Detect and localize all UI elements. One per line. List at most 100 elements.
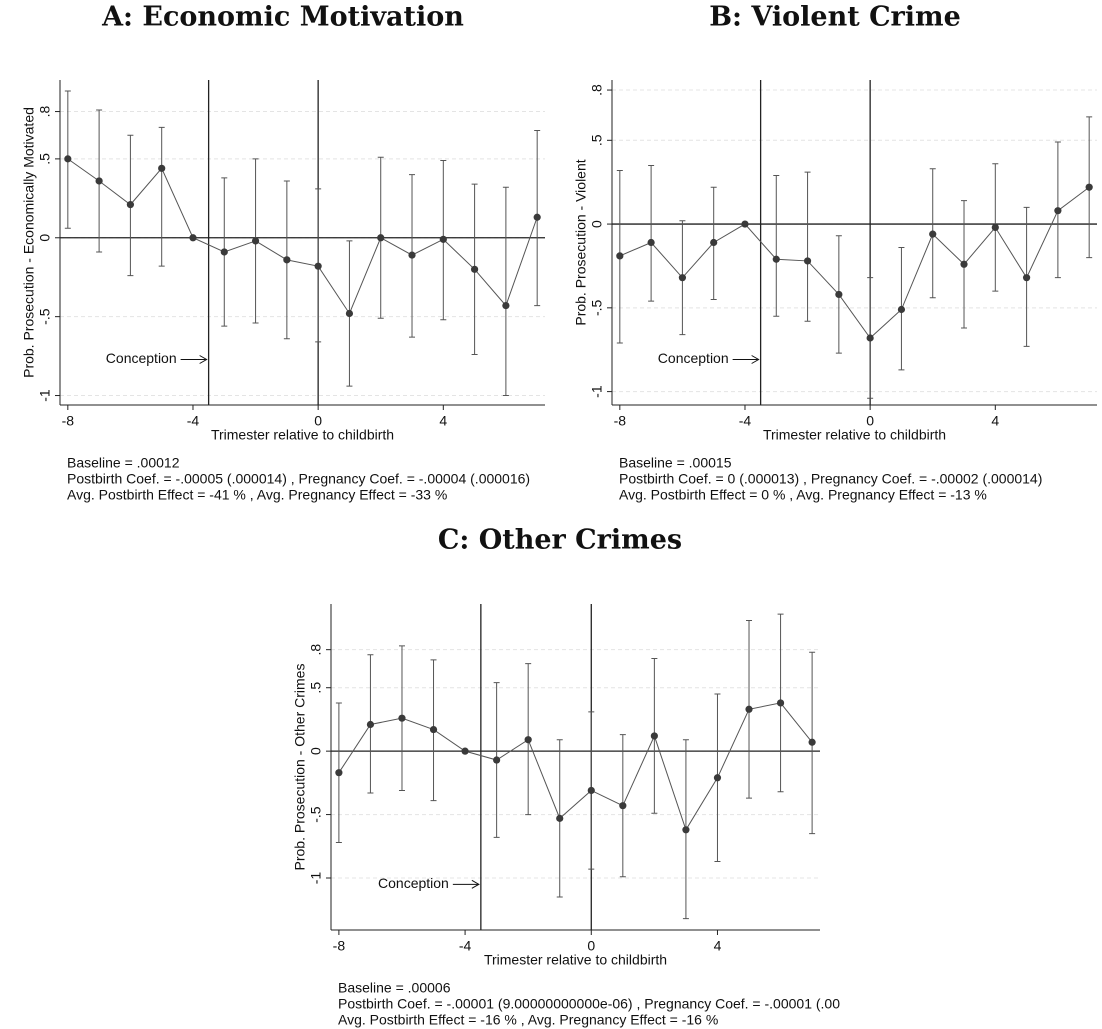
point [470,265,479,273]
point [377,234,385,242]
point [619,802,627,810]
annotation-arrowhead [471,879,480,889]
point [745,705,753,713]
point [126,201,135,209]
note: Postbirth Coef. = -.00005 (.000014) , Pr… [67,471,530,487]
x-tick-label: -4 [459,938,472,954]
point [502,302,510,310]
x-axis-label: Trimester relative to childbirth [763,427,946,443]
y-tick-label: -1 [589,385,605,398]
point [776,699,785,707]
point [493,756,501,764]
error-bar [502,186,509,397]
point [678,274,687,282]
y-tick-label: -1 [37,389,53,402]
point [710,238,718,247]
y-tick-label: .8 [589,84,605,96]
x-tick-label: -8 [614,413,627,429]
y-tick-label: .5 [308,682,324,694]
point [398,714,406,722]
x-tick-label: -8 [62,413,75,429]
y-tick-label: .8 [37,106,53,118]
annotation-arrowhead [199,355,208,364]
note: Postbirth Coef. = -.00001 (9.00000000000… [338,996,840,1012]
note: Avg. Postbirth Effect = -16 % , Avg. Pre… [338,1012,718,1028]
error-bar [804,171,811,322]
note: Baseline = .00015 [619,455,732,471]
point [1022,274,1031,282]
point [991,223,999,232]
point [682,826,690,834]
point [556,814,564,822]
point [803,257,812,265]
error-bar [158,126,165,267]
point [429,725,438,734]
y-tick-label: -.5 [589,299,605,316]
x-tick-label: 4 [439,413,447,429]
x-tick-label: 4 [714,938,722,954]
annotation: Conception [106,350,177,366]
point [345,309,354,318]
note: Avg. Postbirth Effect = 0 % , Avg. Pregn… [619,487,987,503]
x-tick-label: 0 [314,413,322,429]
series-line [67,158,538,315]
point [314,262,322,270]
point [95,177,103,185]
point [251,237,260,245]
point [64,155,72,163]
x-tick-label: 0 [587,938,595,954]
y-axis-label: Prob. Prosecution - Violent [573,159,589,325]
annotation-arrowhead [751,355,760,364]
point [897,305,906,314]
x-axis-label: Trimester relative to childbirth [484,952,667,968]
note: Postbirth Coef. = 0 (.000013) , Pregnanc… [619,471,1042,487]
x-axis-label: Trimester relative to childbirth [211,427,394,443]
x-tick-label: -4 [187,413,200,429]
y-tick-label: .5 [589,134,605,146]
y-tick-label: 0 [589,220,605,228]
y-tick-label: 0 [308,747,324,755]
note: Baseline = .00012 [67,455,180,471]
point [1054,207,1062,215]
y-tick-label: -.5 [308,806,324,823]
point [587,786,595,795]
y-tick-label: .8 [308,644,324,656]
note: Avg. Postbirth Effect = -41 % , Avg. Pre… [67,487,447,503]
point [616,252,624,260]
note: Baseline = .00006 [338,980,451,996]
y-tick-label: .5 [37,153,53,165]
point [647,238,655,247]
y-tick-label: -1 [308,872,324,885]
point [335,769,343,777]
panel: B: Violent Crime .8 .5 0 -.5 -1 -8 -4 0 4 Trimeste… [573,2,1097,503]
point [929,230,937,238]
point [741,220,749,228]
point [650,732,658,740]
point [283,256,291,264]
point [220,248,228,256]
x-tick-label: -4 [739,413,752,429]
point [524,736,532,744]
panel-title: C: Other Crimes [438,525,682,556]
panel: C: Other Crimes .8 .5 0 -.5 -1 -8 -4 0 4 Trimester… [292,525,841,1028]
point [439,235,447,243]
point [533,213,541,221]
x-tick-label: -8 [333,938,346,954]
error-bar [648,164,655,302]
point [461,747,469,755]
point [366,720,375,729]
y-tick-label: -.5 [37,308,53,325]
y-tick-label: 0 [37,234,53,242]
series-line [619,186,1090,339]
series-line [338,702,813,831]
panel-title: A: Economic Motivation [101,2,464,33]
panel-title: B: Violent Crime [709,2,961,33]
point [772,255,780,263]
point [189,234,197,242]
point [713,774,722,782]
error-bar [773,174,780,317]
annotation: Conception [658,350,729,366]
point [408,251,416,259]
x-tick-label: 4 [991,413,999,429]
